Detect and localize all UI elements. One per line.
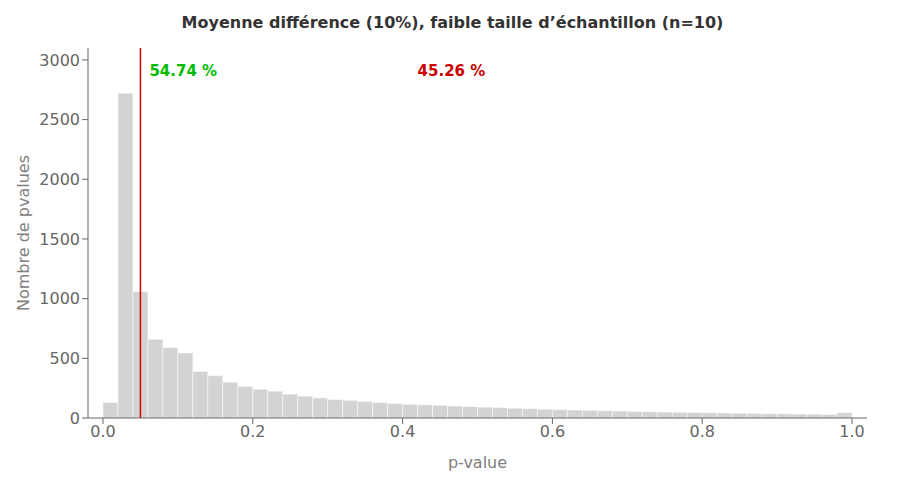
svg-text:1500: 1500	[39, 230, 80, 249]
svg-text:3000: 3000	[39, 51, 80, 70]
svg-text:Nombre de pvalues: Nombre de pvalues	[14, 155, 33, 311]
svg-text:p-value: p-value	[448, 453, 507, 472]
svg-text:54.74 %: 54.74 %	[149, 62, 217, 80]
svg-text:0: 0	[70, 409, 80, 428]
svg-text:500: 500	[49, 349, 80, 368]
svg-text:2000: 2000	[39, 170, 80, 189]
svg-text:0.0: 0.0	[90, 422, 115, 441]
svg-text:0.8: 0.8	[689, 422, 714, 441]
svg-text:0.4: 0.4	[390, 422, 415, 441]
svg-text:2500: 2500	[39, 110, 80, 129]
svg-text:1.0: 1.0	[839, 422, 864, 441]
html-text:Moyenne différence (10%), faib: Moyenne différence (10%), faible taille …	[181, 13, 724, 32]
svg-text:1000: 1000	[39, 289, 80, 308]
svg-text:45.26 %: 45.26 %	[418, 62, 486, 80]
svg-text:0.2: 0.2	[240, 422, 265, 441]
svg-text:0.6: 0.6	[540, 422, 565, 441]
